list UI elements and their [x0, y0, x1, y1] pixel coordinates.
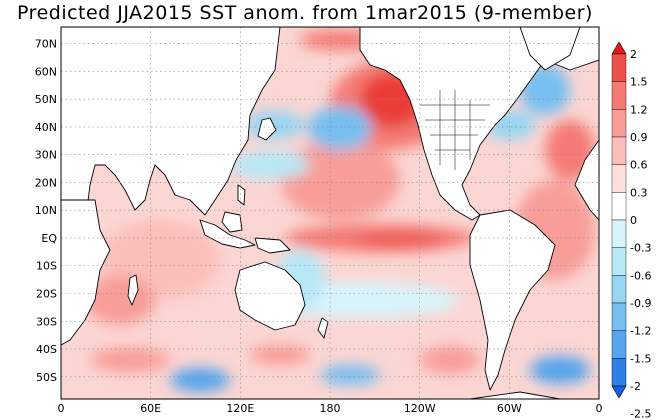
warm-anomaly-north-atlantic	[545, 120, 595, 180]
lat-tick-label: 50S	[36, 371, 57, 384]
cool-anomaly-southern-ocean-pacific	[320, 365, 380, 385]
lat-tick-label: 60N	[35, 65, 57, 78]
latitude-axis: 70N 60N 50N 40N 30N 20N 10N EQ 10S 20S 30S 40S 50S	[35, 38, 58, 384]
landmass-japan	[257, 117, 277, 141]
colorbar-tick-label: 1.2	[630, 103, 648, 116]
lon-tick-label: 0	[596, 402, 603, 415]
colorbar-swatch	[611, 192, 627, 221]
colorbar-tick-label: 0	[630, 214, 637, 227]
colorbar-extend-bottom	[611, 385, 627, 399]
warm-anomaly-southern-ocean-east-pacific	[420, 346, 480, 374]
colorbar-swatch	[611, 136, 627, 165]
colorbar-tick-label: 2	[630, 48, 637, 61]
landmass-borneo	[221, 211, 243, 233]
warm-anomaly-core-equatorial-pacific	[355, 232, 445, 248]
colorbar-swatch	[611, 53, 627, 82]
landmass-new-guinea	[254, 237, 291, 254]
lat-tick-label: EQ	[41, 232, 57, 245]
cool-anomaly-west-pacific	[230, 151, 310, 179]
colorbar-swatch	[611, 358, 627, 387]
colorbar-tick-label: 0.9	[630, 131, 648, 144]
colorbar-tick-label: -2	[630, 380, 641, 393]
map-title: Predicted JJA2015 SST anom. from 1mar201…	[17, 2, 593, 24]
lat-tick-label: 40N	[35, 121, 57, 134]
lat-tick-label: 50N	[35, 93, 57, 106]
warm-anomaly-north-pacific-tongue	[280, 140, 400, 220]
landmass-africa-south	[61, 199, 111, 346]
colorbar-swatch	[611, 81, 627, 110]
landmass-africa-west-edge	[574, 139, 599, 221]
lat-tick-label: 30S	[36, 315, 57, 328]
lon-tick-label: 180	[320, 402, 341, 415]
lat-tick-label: 40S	[36, 343, 57, 356]
lat-tick-label: 20N	[35, 176, 57, 189]
lat-tick-label: 10S	[36, 260, 57, 273]
lat-tick-label: 20S	[36, 288, 57, 301]
landmass-australia	[234, 261, 306, 331]
cool-anomaly-central-north-pacific	[308, 106, 372, 150]
colorbar-swatch	[611, 330, 627, 359]
lat-tick-label: 30N	[35, 149, 57, 162]
colorbar-swatch	[611, 219, 627, 248]
land-masses	[61, 27, 599, 399]
colorbar-swatch	[611, 247, 627, 276]
lon-tick-label: 120W	[404, 402, 436, 415]
colorbar-tick-label: -2.5	[630, 408, 651, 420]
colorbar-tick-label: -0.9	[630, 297, 651, 310]
colorbar-swatch	[611, 302, 627, 331]
colorbar-tick-label: -1.5	[630, 352, 651, 365]
warm-anomaly-southern-ocean-indian	[90, 348, 170, 372]
us-state-boundaries	[420, 90, 490, 170]
colorbar-tick-label: 0.6	[630, 159, 648, 172]
colorbar-tick-label: -0.6	[630, 269, 651, 282]
gridlines	[61, 27, 599, 399]
colorbar-tick-label: 0.3	[630, 186, 648, 199]
colorbar-swatch	[611, 275, 627, 304]
cool-anomaly-off-japan	[245, 111, 305, 139]
colorbar-tick-label: 1.5	[630, 76, 648, 89]
landmass-antarctic-peninsula	[469, 391, 561, 399]
landmass-philippines	[237, 184, 246, 206]
longitude-axis: 0 60E 120E 180 120W 60W 0	[58, 402, 603, 415]
landmass-new-zealand	[317, 317, 329, 339]
colorbar: 2 1.5 1.2 0.9 0.6 0.3 0 -0.3 -0.6 -0.9 -1.2 -1.5 -2 -…	[611, 41, 651, 420]
map-frame	[60, 26, 600, 400]
lon-tick-label: 0	[58, 402, 65, 415]
landmass-greenland	[519, 27, 581, 71]
cool-anomaly-southern-ocean-east-indian	[170, 368, 230, 392]
lon-tick-label: 60W	[497, 402, 522, 415]
colorbar-tick-label: -0.3	[630, 242, 651, 255]
lat-tick-label: 10N	[35, 204, 57, 217]
colorbar-swatch	[611, 109, 627, 138]
landmass-madagascar	[127, 274, 139, 306]
colorbar-swatch	[611, 164, 627, 193]
warm-anomaly-southern-ocean-australia	[250, 345, 310, 365]
colorbar-extend-top	[611, 41, 627, 55]
lat-tick-label: 70N	[35, 38, 57, 51]
colorbar-tick-label: -1.2	[630, 325, 651, 338]
lon-tick-label: 120E	[226, 402, 254, 415]
cool-anomaly-southern-ocean-atlantic	[530, 356, 590, 384]
landmass-south-america	[469, 209, 556, 391]
lon-tick-label: 60E	[140, 402, 161, 415]
map-panel	[61, 27, 599, 399]
